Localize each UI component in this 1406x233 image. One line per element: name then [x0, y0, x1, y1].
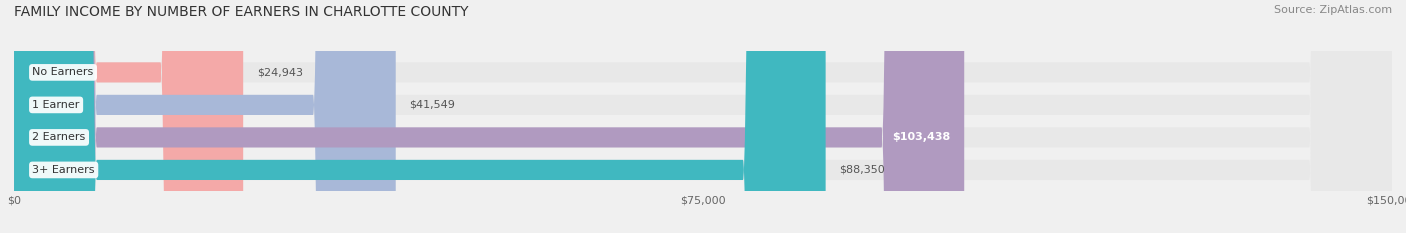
- FancyBboxPatch shape: [14, 0, 395, 233]
- FancyBboxPatch shape: [14, 0, 1392, 233]
- Text: $88,350: $88,350: [839, 165, 886, 175]
- Text: 3+ Earners: 3+ Earners: [32, 165, 96, 175]
- FancyBboxPatch shape: [14, 0, 1392, 233]
- FancyBboxPatch shape: [14, 0, 825, 233]
- Text: Source: ZipAtlas.com: Source: ZipAtlas.com: [1274, 5, 1392, 15]
- FancyBboxPatch shape: [14, 0, 965, 233]
- FancyBboxPatch shape: [14, 0, 1392, 233]
- FancyBboxPatch shape: [14, 0, 243, 233]
- Text: No Earners: No Earners: [32, 67, 94, 77]
- Text: 2 Earners: 2 Earners: [32, 132, 86, 142]
- Text: $41,549: $41,549: [409, 100, 456, 110]
- Text: $103,438: $103,438: [893, 132, 950, 142]
- Text: FAMILY INCOME BY NUMBER OF EARNERS IN CHARLOTTE COUNTY: FAMILY INCOME BY NUMBER OF EARNERS IN CH…: [14, 5, 468, 19]
- Text: $24,943: $24,943: [257, 67, 302, 77]
- Text: 1 Earner: 1 Earner: [32, 100, 80, 110]
- FancyBboxPatch shape: [14, 0, 1392, 233]
